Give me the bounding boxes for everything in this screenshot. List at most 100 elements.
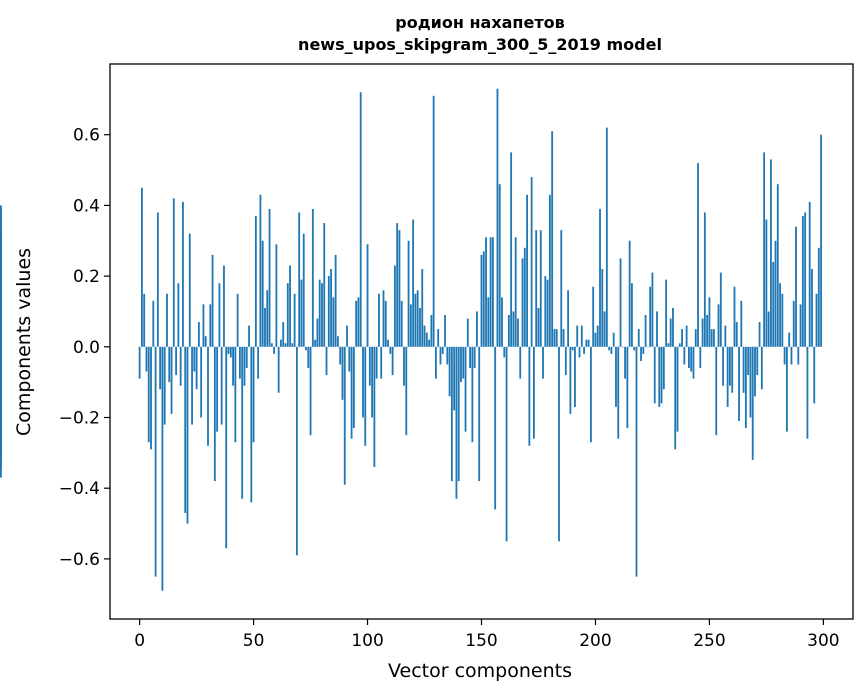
y-tick-label: 0.6 (73, 126, 100, 146)
bar (747, 346, 750, 376)
bar (507, 314, 510, 347)
bar (466, 318, 469, 347)
bar (225, 346, 228, 549)
bar (674, 346, 677, 450)
bar (708, 297, 711, 347)
bar (717, 304, 720, 347)
x-tick-label: 150 (465, 631, 497, 651)
bar (280, 339, 282, 347)
bar (341, 346, 344, 400)
bar (523, 247, 526, 347)
bar (307, 346, 310, 369)
bar (355, 300, 358, 347)
bar (774, 240, 777, 347)
bar (498, 184, 501, 347)
bar (384, 300, 387, 347)
x-tick-label: 200 (579, 631, 611, 651)
bar (631, 283, 633, 347)
bar (257, 346, 260, 379)
x-axis-label: Vector components (388, 660, 572, 682)
bar (302, 233, 305, 347)
bar (188, 233, 191, 347)
x-tick-label: 250 (693, 631, 725, 651)
chart-title-line-1: родион нахапетов (395, 13, 564, 32)
bar (569, 346, 572, 414)
bar (184, 346, 187, 513)
bar (393, 265, 396, 347)
bar (601, 269, 604, 347)
bar (147, 346, 150, 443)
bar (286, 283, 289, 347)
bar (578, 346, 581, 358)
bar (517, 318, 519, 347)
y-tick-label: 0.4 (73, 196, 100, 216)
bar (637, 329, 640, 347)
bar (608, 346, 611, 351)
bar (414, 293, 417, 347)
bar (473, 346, 476, 369)
bar (428, 339, 430, 347)
bar (378, 293, 380, 347)
bar (419, 307, 421, 347)
bar (405, 346, 408, 436)
bar (416, 290, 419, 347)
bar (760, 346, 763, 390)
bar (460, 346, 462, 383)
bar (211, 254, 214, 347)
bar (795, 226, 797, 347)
bar (275, 244, 278, 347)
bar (667, 343, 670, 347)
bar (138, 346, 141, 379)
bar (373, 346, 376, 467)
bar (437, 329, 440, 347)
bar (644, 314, 647, 347)
bar (305, 346, 307, 351)
bar (751, 346, 754, 460)
bar (216, 346, 219, 432)
bar (254, 216, 257, 347)
bar (464, 346, 467, 432)
bar (450, 346, 453, 482)
bar (421, 269, 424, 347)
bar (687, 346, 690, 369)
bar (334, 254, 337, 347)
bar (284, 343, 287, 347)
bar (619, 258, 622, 347)
bar (571, 346, 574, 351)
bar (476, 311, 478, 347)
bar (621, 346, 624, 348)
bar (487, 297, 490, 347)
bar (660, 346, 663, 404)
x-tick-label: 0 (134, 631, 145, 651)
bar (403, 346, 405, 386)
bar (170, 346, 173, 414)
bar (337, 336, 339, 347)
bar (396, 223, 399, 347)
bar (177, 283, 180, 347)
bar (423, 325, 426, 347)
bar (555, 329, 558, 347)
bar (820, 134, 822, 347)
bar (469, 346, 472, 369)
bar (599, 208, 601, 347)
bar (738, 346, 740, 422)
bar (635, 346, 638, 577)
bar (735, 322, 738, 347)
bar (560, 230, 563, 347)
bar (724, 325, 727, 347)
bar (179, 346, 182, 386)
bar (683, 346, 686, 365)
y-tick-label: −0.2 (59, 409, 100, 429)
bar (332, 297, 335, 347)
y-tick-label: 0.2 (73, 267, 100, 287)
bar (512, 311, 515, 347)
bar (699, 346, 702, 369)
bar (505, 346, 508, 542)
bar (229, 346, 232, 358)
bar (245, 346, 248, 369)
bar (264, 307, 266, 347)
bar (580, 325, 583, 347)
bar (501, 297, 503, 347)
bar (250, 346, 253, 503)
bar (626, 346, 629, 429)
